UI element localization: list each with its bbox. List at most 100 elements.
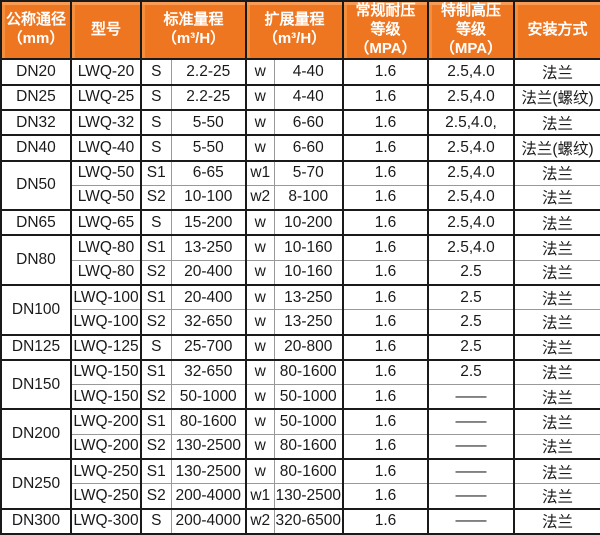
cell-regular-pressure: 1.6	[342, 134, 429, 162]
column-header-diameter: 公称通径 （mm）	[0, 0, 72, 61]
cell-ext-range: 4-40	[273, 83, 344, 111]
cell-std-range: 6-65	[170, 159, 247, 186]
cell-std-range: 25-700	[170, 333, 247, 361]
cell-ext-code: w	[245, 259, 275, 286]
cell-std-code: S	[140, 58, 172, 86]
cell-high-pressure: ——	[427, 408, 515, 435]
cell-install: 法兰	[513, 309, 600, 335]
cell-regular-pressure: 1.6	[342, 433, 429, 460]
cell-std-code: S2	[140, 259, 172, 286]
cell-std-code: S1	[140, 358, 172, 386]
cell-ext-range: 8-100	[273, 184, 344, 211]
cell-regular-pressure: 1.6	[342, 333, 429, 361]
cell-diameter: DN125	[0, 333, 72, 361]
cell-std-range: 80-1600	[170, 408, 247, 435]
cell-std-code: S	[140, 209, 172, 236]
cell-install: 法兰	[513, 507, 600, 535]
table-row: DN250 LWQ-250 S1 130-2500 w 80-1600 1.6 …	[0, 457, 600, 509]
cell-regular-pressure: 1.6	[342, 457, 429, 485]
column-header-standard-range: 标准量程 （m³/H）	[140, 0, 247, 61]
cell-std-code: S	[140, 134, 172, 162]
cell-ext-range: 80-1600	[273, 433, 344, 460]
cell-install: 法兰	[513, 384, 600, 410]
cell-std-range: 5-50	[170, 108, 247, 136]
cell-ext-code: w	[245, 333, 275, 361]
cell-std-code: S1	[140, 159, 172, 186]
cell-regular-pressure: 1.6	[342, 309, 429, 335]
cell-high-pressure: 2.5,4.0	[427, 159, 515, 186]
cell-ext-code: w	[245, 358, 275, 386]
cell-std-range: 20-400	[170, 283, 247, 311]
cell-ext-range: 80-1600	[273, 358, 344, 386]
cell-install: 法兰	[513, 58, 600, 86]
cell-model: LWQ-80	[70, 234, 142, 261]
cell-model: LWQ-300	[70, 507, 142, 535]
cell-ext-range: 6-60	[273, 134, 344, 162]
cell-std-code: S1	[140, 457, 172, 485]
cell-std-range: 50-1000	[170, 384, 247, 410]
cell-regular-pressure: 1.6	[342, 358, 429, 386]
cell-high-pressure: 2.5,4.0	[427, 209, 515, 236]
cell-ext-range: 10-160	[273, 259, 344, 286]
cell-diameter: DN300	[0, 507, 72, 535]
cell-model: LWQ-200	[70, 433, 142, 460]
cell-install: 法兰(螺纹)	[513, 134, 600, 162]
cell-high-pressure: 2.5,4.0,	[427, 108, 515, 136]
cell-std-code: S	[140, 83, 172, 111]
cell-ext-range: 50-1000	[273, 408, 344, 435]
cell-ext-code: w	[245, 234, 275, 261]
table-row: LWQ-150 S2 50-1000 w 50-1000 1.6 —— 法兰	[1, 384, 600, 410]
cell-high-pressure: 2.5,4.0	[427, 234, 515, 261]
cell-ext-range: 4-40	[273, 58, 344, 86]
cell-ext-code: w	[245, 134, 275, 162]
cell-std-range: 2.2-25	[170, 83, 247, 111]
cell-regular-pressure: 1.6	[342, 108, 429, 136]
cell-install: 法兰	[513, 159, 600, 186]
cell-install: 法兰	[513, 457, 600, 485]
cell-install: 法兰	[513, 259, 600, 286]
cell-high-pressure: ——	[427, 507, 515, 535]
cell-regular-pressure: 1.6	[342, 483, 429, 509]
cell-regular-pressure: 1.6	[342, 234, 429, 261]
table-row: DN300 LWQ-300 S 200-4000 w2 320-6500 1.6…	[0, 507, 600, 535]
cell-ext-range: 80-1600	[273, 457, 344, 485]
table-row: DN20 LWQ-20 S 2.2-25 w 4-40 1.6 2.5,4.0 …	[0, 58, 600, 86]
cell-ext-range: 10-200	[273, 209, 344, 236]
header-line: 特制高压	[440, 2, 501, 19]
cell-ext-code: w	[245, 108, 275, 136]
cell-ext-code: w1	[245, 483, 275, 509]
table-row: DN125 LWQ-125 S 25-700 w 20-800 1.6 2.5 …	[0, 333, 600, 361]
cell-install: 法兰	[513, 184, 600, 211]
cell-model: LWQ-25	[70, 83, 142, 111]
cell-high-pressure: 2.5,4.0	[427, 134, 515, 162]
cell-ext-range: 13-250	[273, 309, 344, 335]
cell-ext-range: 320-6500	[273, 507, 344, 535]
cell-high-pressure: 2.5	[427, 309, 515, 335]
cell-model: LWQ-100	[70, 283, 142, 311]
cell-ext-code: w2	[245, 507, 275, 535]
cell-high-pressure: ——	[427, 384, 515, 410]
cell-std-range: 5-50	[170, 134, 247, 162]
cell-model: LWQ-40	[70, 134, 142, 162]
header-row: 公称通径 （mm） 型号 标准量程 （m³/H） 扩展量程 （m³/H） 常规耐…	[0, 0, 600, 61]
cell-ext-range: 13-250	[273, 283, 344, 311]
cell-model: LWQ-250	[70, 483, 142, 509]
cell-model: LWQ-150	[70, 384, 142, 410]
header-line: 标准量程	[163, 11, 224, 29]
column-header-install: 安装方式	[513, 0, 600, 61]
cell-ext-code: w	[245, 58, 275, 86]
cell-std-range: 200-4000	[170, 483, 247, 509]
cell-std-code: S2	[140, 433, 172, 460]
cell-std-code: S2	[140, 384, 172, 410]
column-header-regular-pressure: 常规耐压 等级（MPA）	[342, 0, 429, 61]
cell-ext-range: 50-1000	[273, 384, 344, 410]
header-line: （m³/H）	[262, 30, 327, 48]
cell-install: 法兰	[513, 108, 600, 136]
cell-diameter: DN100	[0, 283, 72, 335]
table-row: LWQ-200 S2 130-2500 w 80-1600 1.6 —— 法兰	[1, 433, 600, 460]
cell-high-pressure: 2.5	[427, 283, 515, 311]
table-row: DN25 LWQ-25 S 2.2-25 w 4-40 1.6 2.5,4.0 …	[0, 83, 600, 111]
table-row: DN150 LWQ-150 S1 32-650 w 80-1600 1.6 2.…	[0, 358, 600, 410]
cell-high-pressure: ——	[427, 457, 515, 485]
cell-regular-pressure: 1.6	[342, 408, 429, 435]
